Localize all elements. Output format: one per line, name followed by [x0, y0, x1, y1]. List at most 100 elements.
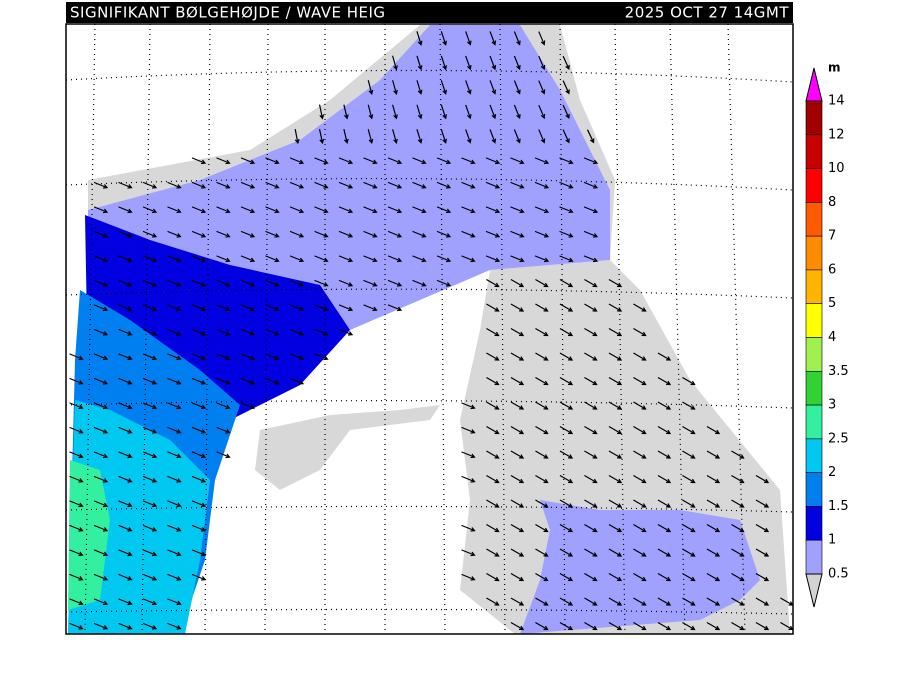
- wave-arrow: [731, 450, 745, 459]
- wave-arrow: [510, 255, 525, 263]
- wave-arrow: [510, 572, 525, 582]
- wave-arrow: [755, 499, 770, 508]
- wave-arrow: [289, 353, 305, 361]
- wave-arrow: [706, 597, 721, 606]
- wave-arrow: [584, 621, 598, 631]
- wave-arrow: [608, 450, 623, 459]
- wave-arrow: [559, 376, 574, 386]
- wave-arrow: [142, 426, 158, 434]
- wave-arrow: [510, 181, 525, 189]
- wave-arrow: [367, 104, 374, 120]
- wave-arrow: [412, 255, 427, 263]
- wave-arrow: [465, 129, 472, 144]
- wave-arrow: [240, 279, 256, 287]
- wave-arrow: [583, 181, 599, 189]
- colorbar-segment: [805, 337, 823, 372]
- wave-arrow: [559, 255, 574, 263]
- wave-arrow: [608, 425, 623, 435]
- wave-arrow: [167, 598, 182, 606]
- wave-arrow: [69, 402, 84, 410]
- wave-arrow: [535, 327, 549, 337]
- wave-arrow: [682, 499, 696, 508]
- wave-arrow: [167, 475, 182, 483]
- wave-arrow: [240, 353, 256, 361]
- wave-arrow: [755, 548, 770, 557]
- wave-arrow: [93, 377, 109, 385]
- colorbar-label: 6: [828, 262, 836, 277]
- wave-arrow: [240, 377, 256, 385]
- wave-arrow: [731, 548, 745, 557]
- wave-arrow: [731, 523, 745, 533]
- wave-arrow: [465, 55, 472, 71]
- wave-arrow: [682, 621, 696, 631]
- wave-arrow: [538, 80, 546, 95]
- colorbar-segment: [805, 100, 823, 136]
- wave-arrow: [510, 352, 525, 361]
- wave-arrow: [265, 279, 280, 287]
- wave-arrow: [440, 129, 448, 144]
- wave-arrow: [142, 524, 158, 532]
- wave-arrow: [559, 425, 574, 435]
- wave-arrow: [486, 474, 500, 484]
- wave-arrow: [387, 279, 403, 287]
- wave-arrow: [583, 157, 599, 165]
- wave-arrow: [191, 549, 207, 557]
- wave-arrow: [167, 500, 182, 508]
- wave-arrow: [608, 621, 623, 631]
- wave-arrow: [265, 353, 280, 361]
- colorbar: m 14 12 10 8 7 6 5 4 3.5 3 2.5 2 1.5 1 0.5: [805, 61, 849, 608]
- wave-arrow: [338, 328, 354, 336]
- wave-arrow: [461, 573, 476, 581]
- wave-arrow: [387, 304, 403, 312]
- wave-arrow: [559, 401, 574, 410]
- wave-arrow: [318, 129, 325, 145]
- wave-arrow: [633, 450, 647, 459]
- wave-arrow: [510, 474, 525, 484]
- wave-arrow: [142, 206, 158, 214]
- wave-arrow: [731, 621, 745, 631]
- wave-arrow: [93, 304, 109, 312]
- wave-arrow: [167, 622, 182, 630]
- wave-arrow: [534, 255, 550, 263]
- wave-arrow: [682, 474, 696, 484]
- wave-arrow: [289, 304, 305, 312]
- wave-arrow: [167, 328, 182, 336]
- wave-arrow: [534, 230, 550, 238]
- colorbar-segment: [805, 134, 823, 169]
- wave-arrow: [69, 524, 84, 532]
- wave-arrow: [535, 450, 549, 459]
- wave-arrow: [584, 425, 598, 435]
- wave-arrow: [486, 548, 500, 557]
- wave-arrow: [461, 230, 476, 238]
- wave-arrow: [216, 353, 231, 361]
- wave-arrow: [314, 157, 329, 165]
- wave-arrow: [142, 353, 158, 361]
- colorbar-above: [805, 67, 823, 102]
- wave-arrow: [338, 206, 354, 214]
- colorbar-segment: [805, 506, 823, 541]
- wave-arrow: [387, 206, 403, 214]
- wave-arrow: [436, 206, 452, 214]
- colorbar-label: 0.5: [828, 567, 849, 582]
- map-title: SIGNIFIKANT BØLGEHØJDE / WAVE HEIG: [70, 4, 386, 22]
- colorbar-segment: [805, 303, 823, 338]
- wave-arrow: [93, 255, 109, 263]
- wave-arrow: [93, 622, 109, 630]
- sea-teal: [68, 460, 110, 610]
- map-frame: [65, 23, 794, 635]
- wave-arrow: [461, 451, 476, 459]
- wave-arrow: [118, 255, 133, 263]
- wave-arrow: [191, 500, 207, 508]
- wave-arrow: [608, 352, 623, 361]
- wave-arrow: [142, 377, 158, 385]
- wave-arrow: [314, 304, 329, 312]
- wave-arrow: [584, 278, 598, 288]
- wave-arrow: [534, 157, 550, 165]
- wave-arrow: [535, 597, 549, 606]
- wave-arrow: [559, 327, 574, 337]
- wave-arrow: [412, 181, 427, 189]
- wave-arrow: [338, 255, 354, 263]
- wave-direction-arrows: [69, 31, 794, 631]
- wave-arrow: [436, 157, 452, 165]
